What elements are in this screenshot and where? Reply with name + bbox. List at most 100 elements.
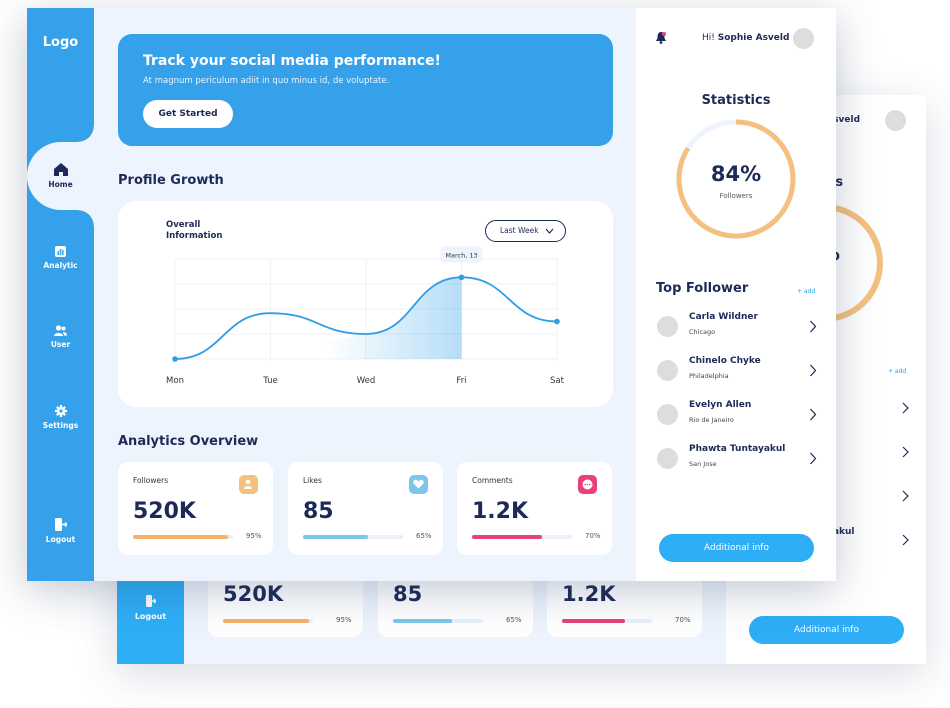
- logout-icon: [54, 518, 67, 531]
- logo[interactable]: Logo: [42, 35, 79, 50]
- chevron-right-icon[interactable]: [900, 402, 910, 414]
- x-tick-label: Fri: [456, 376, 466, 386]
- back-metric-card: 1.2K 70%: [547, 570, 702, 637]
- statistics-title: Statistics: [701, 93, 771, 108]
- back-metric-value: 85: [393, 582, 423, 606]
- right-panel: Hi! Sophie Asveld Statistics 84% Followe…: [636, 8, 836, 581]
- avatar: [657, 360, 678, 381]
- user-name: Sophie Asveld: [717, 33, 790, 43]
- range-select-value: Last Week: [500, 226, 539, 235]
- sidebar: Logo Home Analytic User Settings Logout: [27, 8, 94, 581]
- metric-icon-badge: [409, 475, 428, 494]
- metric-label: Likes: [303, 476, 322, 485]
- back-metric-value: 520K: [223, 582, 284, 606]
- sidebar-item-label: Settings: [42, 421, 79, 430]
- logout-icon: [145, 595, 156, 607]
- chart-title: Overall Information: [166, 220, 223, 241]
- back-additional-info-button[interactable]: Additional info: [749, 616, 904, 644]
- follower-item[interactable]: Carla Wildner Chicago: [656, 311, 821, 343]
- range-select[interactable]: Last Week: [485, 220, 566, 242]
- metric-progress-fill: [303, 535, 368, 539]
- follower-name: Chinelo Chyke: [689, 356, 761, 366]
- back-logout-item[interactable]: Logout: [117, 595, 184, 621]
- sidebar-item-label: Logout: [45, 535, 76, 544]
- follower-item[interactable]: Phawta Tuntayakul San Jose: [656, 443, 821, 475]
- chevron-right-icon: [810, 320, 817, 333]
- growth-line: [174, 276, 558, 360]
- sidebar-item-home[interactable]: Home: [27, 163, 94, 189]
- metric-progress-fill: [133, 535, 228, 539]
- sidebar-item-settings[interactable]: Settings: [27, 405, 94, 430]
- data-point: [172, 356, 178, 362]
- metric-percent: 95%: [246, 532, 262, 540]
- metric-value: 520K: [133, 499, 196, 524]
- back-greeting: e Asveld: [817, 115, 861, 125]
- chevron-down-icon: [545, 228, 554, 234]
- metric-progress-fill: [472, 535, 542, 539]
- follower-item[interactable]: Chinelo Chyke Philadelphia: [656, 355, 821, 387]
- avatar[interactable]: [793, 28, 814, 49]
- back-avatar[interactable]: [885, 110, 906, 131]
- top-follower-title: Top Follower: [656, 281, 749, 296]
- metric-card-comments: Comments 1.2K 70%: [457, 462, 612, 555]
- back-logout-label: Logout: [134, 612, 167, 621]
- active-nav-highlight: [27, 126, 94, 226]
- metric-progress-track: [472, 535, 572, 539]
- data-point: [554, 318, 560, 325]
- back-metric-fill: [223, 619, 309, 623]
- back-metric-track: [562, 619, 652, 623]
- metric-value: 85: [303, 499, 334, 524]
- chevron-right-icon[interactable]: [900, 446, 910, 458]
- back-metric-card: 520K 95%: [208, 570, 363, 637]
- get-started-button[interactable]: Get Started: [143, 100, 233, 128]
- follower-city: Rio de Janeiro: [689, 416, 734, 424]
- avatar: [657, 448, 678, 469]
- add-follower-link[interactable]: + add: [797, 288, 816, 295]
- user-icon: [244, 479, 252, 489]
- follower-name: Carla Wildner: [689, 312, 758, 322]
- metric-progress-track: [303, 535, 403, 539]
- metric-progress-track: [133, 535, 233, 539]
- avatar: [657, 316, 678, 337]
- home-icon: [53, 163, 68, 176]
- chevron-right-icon: [810, 452, 817, 465]
- follower-item[interactable]: Evelyn Allen Rio de Janeiro: [656, 399, 821, 431]
- x-tick-label: Sat: [550, 376, 565, 386]
- chevron-right-icon[interactable]: [900, 534, 910, 546]
- heart-icon: [413, 479, 424, 489]
- sidebar-item-user[interactable]: User: [27, 325, 94, 349]
- follower-city: Chicago: [689, 328, 716, 336]
- sidebar-item-label: Analytic: [43, 261, 78, 270]
- x-tick-label: Tue: [262, 376, 278, 386]
- sidebar-item-logout[interactable]: Logout: [27, 518, 94, 544]
- metric-icon-badge: [578, 475, 597, 494]
- metric-card-likes: Likes 85 65%: [288, 462, 443, 555]
- x-tick-label: Mon: [166, 376, 184, 386]
- metric-label: Followers: [133, 476, 169, 485]
- banner-subtitle: At magnum periculum adiit in quo minus i…: [143, 76, 390, 86]
- back-metric-fill: [393, 619, 452, 623]
- users-icon: [54, 325, 67, 336]
- follower-city: San Jose: [689, 460, 717, 468]
- comment-icon: [582, 479, 593, 490]
- chevron-right-icon[interactable]: [900, 490, 910, 502]
- x-tick-label: Wed: [357, 376, 376, 386]
- tooltip-label: March, 13: [445, 251, 477, 259]
- follower-name: Evelyn Allen: [689, 400, 752, 410]
- section-title-analytics-overview: Analytics Overview: [118, 434, 259, 449]
- metric-percent: 70%: [585, 532, 601, 540]
- back-add-link[interactable]: + add: [888, 368, 907, 375]
- follower-city: Philadelphia: [689, 372, 729, 380]
- statistics-value: 84%: [710, 162, 762, 186]
- dashboard-window: Logo Home Analytic User Settings Logout: [27, 8, 836, 581]
- metric-card-followers: Followers 520K 95%: [118, 462, 273, 555]
- section-title-profile-growth: Profile Growth: [118, 173, 224, 188]
- additional-info-button[interactable]: Additional info: [659, 534, 814, 562]
- greeting: Hi! Sophie Asveld: [702, 33, 789, 43]
- metric-percent: 65%: [416, 532, 432, 540]
- sidebar-item-analytic[interactable]: Analytic: [27, 246, 94, 270]
- bell-icon[interactable]: [656, 32, 666, 44]
- statistics-ring: [676, 119, 796, 239]
- highlight-area: [326, 277, 462, 359]
